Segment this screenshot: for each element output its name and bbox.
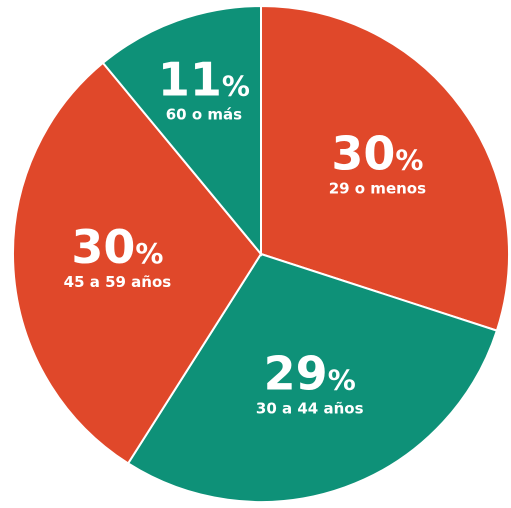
pie-slice <box>101 4 262 257</box>
value-label: 11% <box>158 52 250 106</box>
value-label: 30% <box>71 220 163 274</box>
value-label: 30% <box>331 126 423 180</box>
pie-slice <box>126 252 499 503</box>
category-label: 60 o más <box>166 105 242 123</box>
value-label: 29% <box>264 346 356 400</box>
category-label: 45 a 59 años <box>64 273 172 291</box>
category-label: 29 o menos <box>329 179 426 197</box>
category-label: 30 a 44 años <box>256 399 364 417</box>
pie-slice <box>260 4 510 332</box>
pie-slice <box>12 61 263 465</box>
